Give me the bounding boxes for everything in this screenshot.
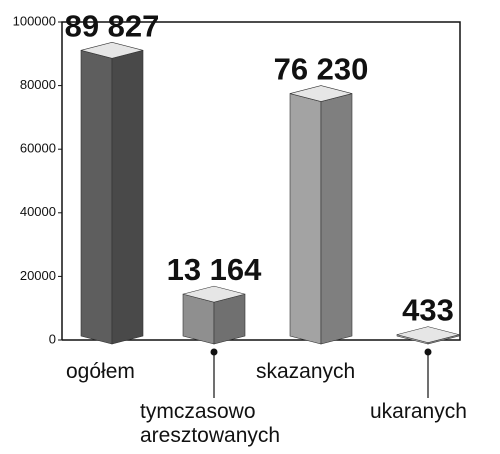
y-tick-label: 0	[49, 331, 56, 346]
value-label: 89 827	[65, 8, 160, 43]
bar-left-face	[289, 93, 322, 345]
category-label: tymczasowo aresztowanych	[140, 400, 281, 447]
pointer-dot	[210, 348, 218, 356]
y-tick-label: 80000	[20, 77, 56, 92]
bar-top-face	[80, 42, 144, 59]
category-label: ukaranych	[370, 400, 467, 423]
bar-left-face	[182, 293, 215, 345]
bar-top-face	[182, 285, 246, 303]
bar-right-face	[320, 93, 353, 345]
value-label: 76 230	[274, 52, 369, 87]
y-tick-label: 20000	[20, 268, 56, 283]
bar-right-face	[111, 49, 144, 345]
y-tick-label: 60000	[20, 141, 56, 156]
pointer-dot	[424, 348, 432, 356]
bar-top-face	[289, 85, 353, 102]
bar-left-face	[80, 49, 113, 345]
bar-right-face	[213, 293, 246, 345]
category-label: ogółem	[66, 360, 135, 383]
category-label: skazanych	[256, 360, 356, 383]
y-tick-label: 100000	[13, 13, 56, 28]
bar-top-face	[396, 326, 460, 343]
y-tick-label: 40000	[20, 204, 56, 219]
value-label: 13 164	[167, 252, 263, 287]
value-label: 433	[402, 293, 454, 328]
